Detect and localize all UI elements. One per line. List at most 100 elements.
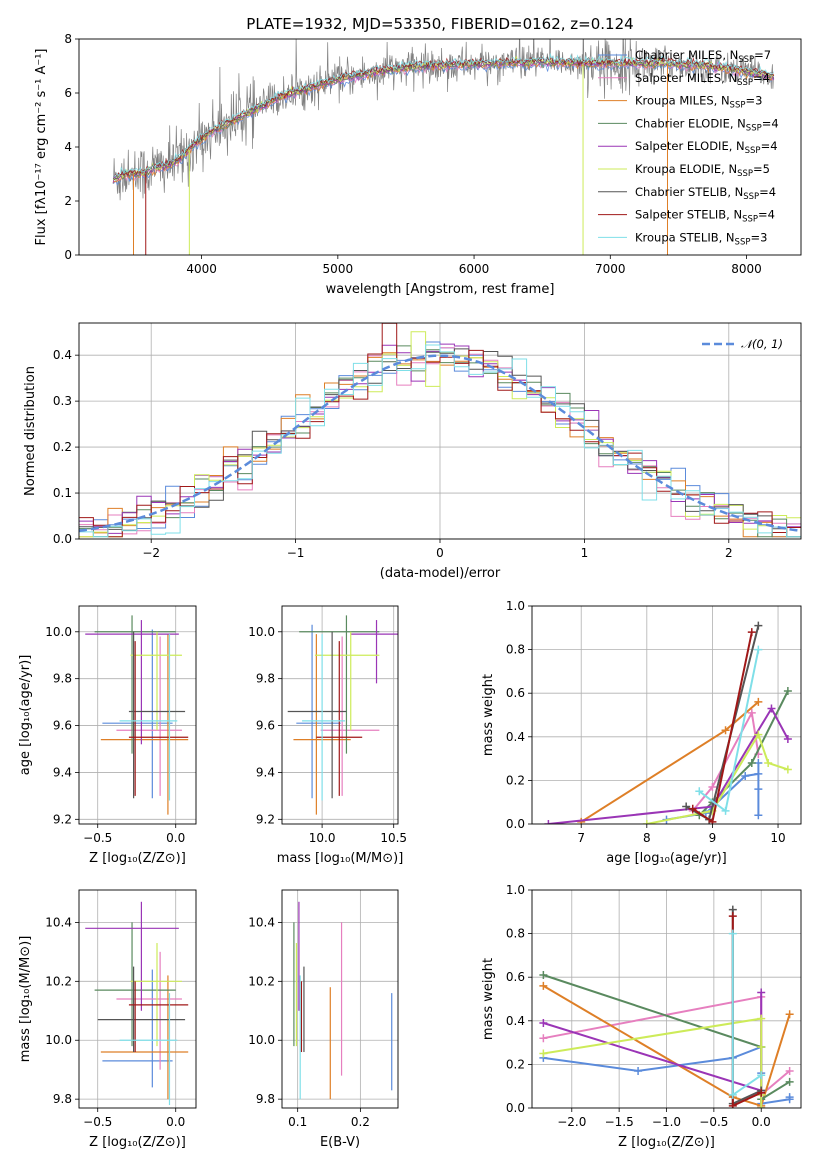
weight-marker-cElodie xyxy=(783,687,792,696)
legend-label-kElodie: Kroupa ELODIE, NSSP=5 xyxy=(635,162,770,179)
weight-marker-kStelib xyxy=(754,645,763,654)
weight_vs_age-ytick-label: 1.0 xyxy=(506,599,525,613)
weight_vs_Z-panel: −2.0 −1.5 −1.0 −0.5 0.0 0.0 0.2 0.4 0.6 0.8 1.0 Z [… xyxy=(481,883,802,1150)
weight-marker-kElodie xyxy=(754,730,763,739)
mass_vs_Z-ytick-label: 10.4 xyxy=(45,915,72,929)
weight-marker-kElodie xyxy=(764,758,773,767)
weight_vs_Z-plot-area xyxy=(532,890,801,1108)
spectrum-xtick-label: 6000 xyxy=(459,262,490,276)
weight-line-sElodie xyxy=(548,706,789,824)
weight_vs_age-ytick-label: 0.2 xyxy=(506,773,525,787)
weight-marker-cElodie xyxy=(785,1077,794,1086)
spectrum-xtick-label: 4000 xyxy=(186,262,217,276)
data-spectrum xyxy=(112,39,774,201)
weight-marker-sMiles xyxy=(747,708,756,717)
spectrum-xtick-label: 7000 xyxy=(595,262,626,276)
age_vs_mass-ytick-label: 9.8 xyxy=(256,672,275,686)
residuals-ytick-label: 0.4 xyxy=(53,348,72,362)
weight-marker-cMiles xyxy=(754,769,763,778)
weight_vs_age-xtick-label: 8 xyxy=(643,831,651,845)
age_vs_Z-xlabel: Z [log₁₀(Z/Z⊙)] xyxy=(89,851,186,866)
weight_vs_age-xtick-label: 10 xyxy=(770,831,785,845)
age_vs_Z-ylabel: age [log₁₀(age/yr)] xyxy=(18,655,33,776)
weight-marker-cMiles xyxy=(634,1066,643,1075)
weight-marker-sElodie xyxy=(783,734,792,743)
weight_vs_Z-ytick-label: 0.2 xyxy=(506,1057,525,1071)
weight-marker-kMiles xyxy=(721,726,730,735)
weight_vs_Z-xtick-label: 0.0 xyxy=(752,1115,771,1129)
residual-hist-kStelib xyxy=(79,344,801,538)
model-spectrum-kElodie xyxy=(112,56,775,181)
age_vs_mass-xlabel: mass [log₁₀(M/M⊙)] xyxy=(277,851,404,866)
age_vs_Z-ytick-label: 9.8 xyxy=(53,672,72,686)
mass_vs_ebv-plot-area xyxy=(282,890,398,1108)
residual-hist-sStelib xyxy=(79,323,801,538)
weight-marker-sElodie xyxy=(767,704,776,713)
residuals-panel: −2 −1 0 1 2 0.0 0.1 0.2 0.3 0.4 (data-model)/error… xyxy=(23,322,802,581)
weight-marker-kStelib xyxy=(695,787,704,796)
spectrum-ytick-label: 6 xyxy=(64,86,72,100)
model-spectrum-cStelib xyxy=(112,56,775,181)
mass_vs_ebv-ytick-label: 9.8 xyxy=(256,1092,275,1106)
residuals-ytick-label: 0.0 xyxy=(53,532,72,546)
legend-label-cMiles: Chabrier MILES, NSSP=7 xyxy=(635,48,771,65)
spectrum-ytick-label: 8 xyxy=(64,32,72,46)
weight_vs_Z-ytick-label: 0.6 xyxy=(506,970,525,984)
weight-marker-sStelib xyxy=(757,1088,766,1097)
weight-marker-sStelib xyxy=(747,628,756,637)
weight-marker-sElodie xyxy=(757,988,766,997)
legend-label-cStelib: Chabrier STELIB, NSSP=4 xyxy=(635,185,776,202)
model-spectrum-kStelib xyxy=(113,52,775,177)
spectrum-title: PLATE=1932, MJD=53350, FIBERID=0162, z=0… xyxy=(246,15,633,33)
weight_vs_age-xtick-label: 9 xyxy=(709,831,717,845)
residuals-frame xyxy=(78,322,802,540)
age_vs_Z-ytick-label: 9.4 xyxy=(53,765,72,779)
weight_vs_age-ylabel: mass weight xyxy=(481,674,496,756)
spectrum-ylabel: Flux [fλ10⁻¹⁷ erg cm⁻² s⁻¹ A⁻¹] xyxy=(34,49,49,246)
mass_vs_Z-xtick-label: −0.5 xyxy=(83,1115,112,1129)
weight_vs_age-plot-area xyxy=(532,606,801,824)
mass_vs_ebv-ytick-label: 10.0 xyxy=(248,1033,275,1047)
mass_vs_Z-plot-area xyxy=(79,890,196,1108)
spectrum-ytick-label: 4 xyxy=(64,140,72,154)
residuals-ytick-label: 0.2 xyxy=(53,440,72,454)
weight_vs_Z-ytick-label: 1.0 xyxy=(506,883,525,897)
weight-marker-sElodie xyxy=(544,820,553,824)
weight-marker-kMiles xyxy=(754,697,763,706)
mass_vs_Z-xlabel: Z [log₁₀(Z/Z⊙)] xyxy=(89,1135,186,1150)
mass_vs_Z-frame xyxy=(78,889,197,1109)
weight-marker-kMiles xyxy=(785,1010,794,1019)
mass_vs_ebv-ytick-label: 10.4 xyxy=(248,915,275,929)
spectrum-xtick-label: 8000 xyxy=(731,262,762,276)
weight-marker-sStelib xyxy=(708,817,717,824)
weight-marker-kMiles xyxy=(577,817,586,824)
weight-marker-kElodie xyxy=(757,1104,766,1108)
weight-marker-cElodie xyxy=(747,758,756,767)
weight-marker-kElodie xyxy=(539,1049,548,1058)
weight-marker-sStelib xyxy=(728,1101,737,1108)
age_vs_mass-xtick-label: 10.5 xyxy=(380,831,407,845)
mass_vs_ebv-panel: 0.1 0.2 9.8 10.0 10.2 10.4 E(B-V) xyxy=(248,889,399,1150)
weight-marker-kElodie xyxy=(642,820,651,824)
weight-marker-sMiles xyxy=(539,1034,548,1043)
residuals-xtick-label: 1 xyxy=(581,546,589,560)
residuals-xtick-label: 0 xyxy=(436,546,444,560)
spectrum-ytick-label: 2 xyxy=(64,194,72,208)
spectrum-panel: 4000 5000 6000 7000 8000 0 2 4 6 8 wavelength [Ang… xyxy=(34,32,802,297)
age_vs_Z-panel: −0.5 0.0 9.2 9.4 9.6 9.8 10.0 Z [log₁₀(Z/Z⊙)] ag… xyxy=(18,605,197,866)
weight-line-cStelib xyxy=(731,909,762,1106)
weight-marker-kStelib xyxy=(728,929,737,938)
mass_vs_Z-xtick-label: 0.0 xyxy=(166,1115,185,1129)
weight_vs_Z-ytick-label: 0.4 xyxy=(506,1014,525,1028)
mass_vs_Z-ytick-label: 10.0 xyxy=(45,1033,72,1047)
mass_vs_ebv-xlabel: E(B-V) xyxy=(320,1135,360,1150)
residuals-plot-area xyxy=(79,323,801,539)
residuals-ylabel: Normed distribution xyxy=(23,366,38,496)
weight-line-sMiles xyxy=(691,709,760,812)
residuals-xlabel: (data-model)/error xyxy=(380,566,501,581)
weight-marker-kStelib xyxy=(757,1071,766,1080)
legend-normal-label: 𝒩(0, 1) xyxy=(741,337,783,351)
age_vs_Z-xtick-label: 0.0 xyxy=(166,831,185,845)
legend-label-kMiles: Kroupa MILES, NSSP=3 xyxy=(635,94,762,111)
